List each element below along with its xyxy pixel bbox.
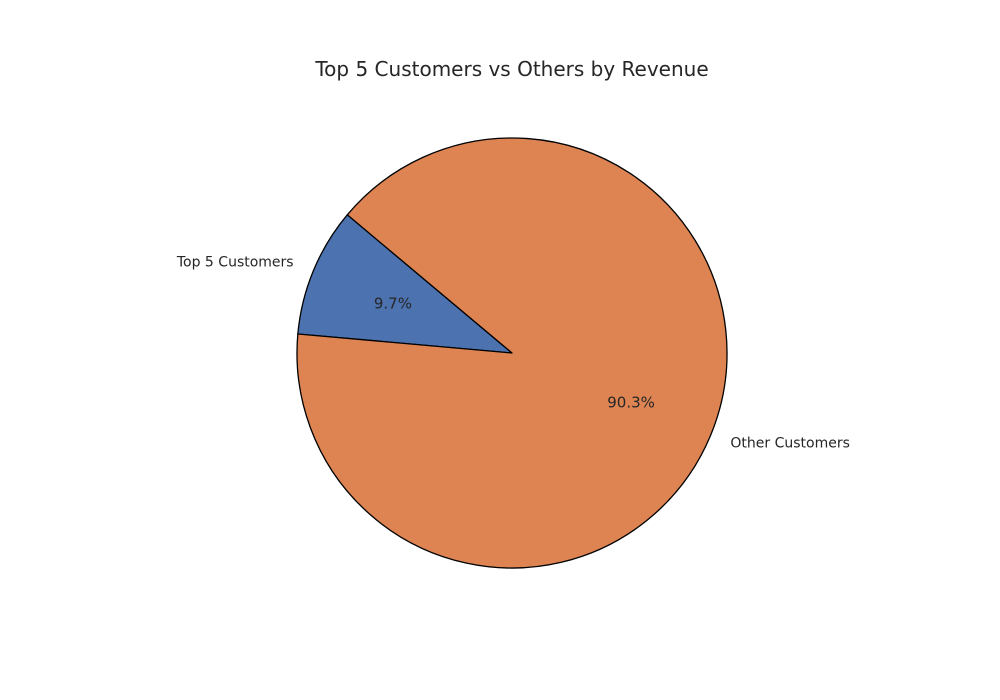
slice-percent-1: 90.3% xyxy=(607,393,655,411)
pie-slice-1 xyxy=(296,137,728,569)
pie-slices xyxy=(296,137,728,569)
slice-percent-0: 9.7% xyxy=(374,295,412,313)
pie-labels: Top 5 Customers 9.7% Other Customers 90.3% xyxy=(176,254,850,451)
pie-slice-0 xyxy=(297,214,513,354)
chart-title: Top 5 Customers vs Others by Revenue xyxy=(314,57,708,81)
slice-label-0: Top 5 Customers xyxy=(176,254,294,270)
slice-label-1: Other Customers xyxy=(730,436,850,452)
